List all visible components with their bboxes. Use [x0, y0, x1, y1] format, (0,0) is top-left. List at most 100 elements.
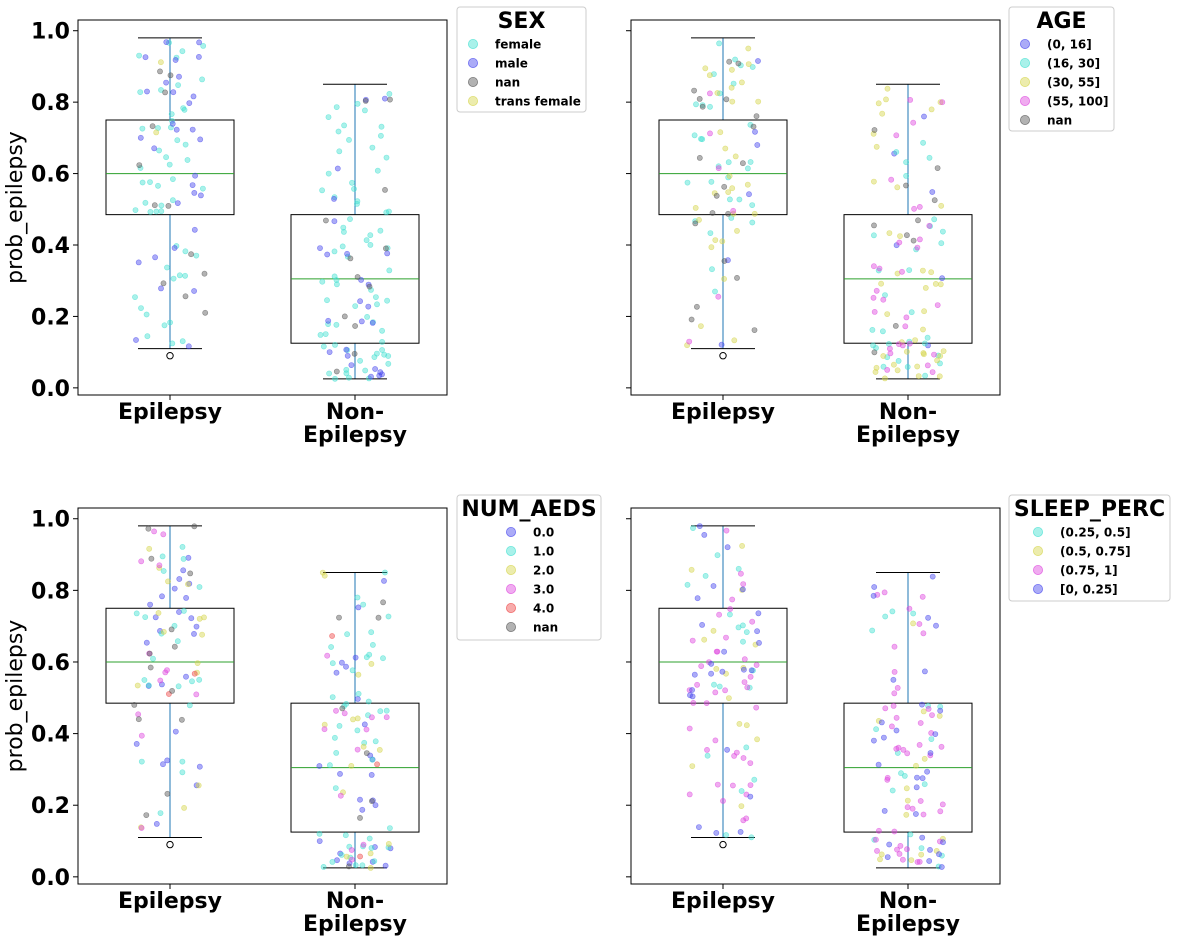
data-point: [195, 782, 202, 789]
data-point: [160, 280, 167, 287]
data-point: [890, 676, 897, 683]
data-point: [745, 165, 751, 172]
data-point: [749, 219, 756, 226]
data-point: [382, 245, 389, 252]
data-point: [741, 666, 747, 673]
data-point: [902, 323, 909, 330]
data-point: [368, 286, 374, 293]
data-point: [887, 350, 894, 357]
data-point: [734, 274, 740, 281]
box-iqr: [105, 119, 235, 216]
data-point: [175, 82, 181, 88]
data-point: [365, 698, 372, 705]
data-point: [881, 589, 888, 596]
data-point: [904, 348, 910, 355]
data-point: [180, 608, 187, 614]
data-point: [869, 326, 876, 333]
data-point: [352, 654, 359, 661]
data-point: [319, 278, 326, 285]
data-point: [730, 782, 736, 789]
data-point: [382, 186, 388, 193]
data-point: [156, 147, 162, 154]
data-point: [325, 170, 332, 177]
data-point: [917, 236, 923, 243]
data-point: [374, 301, 380, 308]
data-point: [131, 702, 138, 708]
data-point: [927, 847, 933, 853]
data-point: [934, 357, 940, 364]
data-point: [726, 58, 733, 65]
legend-marker: [467, 96, 478, 107]
data-point: [363, 726, 370, 733]
data-point: [367, 850, 374, 857]
data-point: [715, 293, 722, 300]
data-point: [703, 700, 710, 706]
data-point: [381, 578, 387, 584]
data-point: [153, 129, 160, 136]
data-point: [371, 844, 378, 850]
data-point: [739, 79, 745, 86]
legend-marker: [1020, 58, 1031, 69]
legend-marker: [505, 603, 516, 614]
data-point: [332, 341, 338, 348]
data-point: [169, 120, 176, 127]
data-point: [904, 232, 910, 239]
data-point: [333, 321, 340, 328]
data-point: [161, 322, 168, 329]
data-point: [906, 338, 913, 345]
data-point: [708, 660, 715, 667]
data-point: [926, 222, 933, 229]
data-point: [723, 832, 729, 838]
data-point: [720, 798, 726, 804]
data-point: [927, 750, 934, 756]
data-point: [725, 159, 732, 166]
data-point: [193, 252, 200, 259]
data-point: [698, 135, 704, 142]
data-point: [151, 145, 158, 152]
data-point: [726, 695, 732, 701]
data-point: [725, 189, 732, 195]
legend-entry-label: 1.0: [533, 545, 554, 559]
data-point: [740, 586, 746, 593]
data-point: [919, 775, 926, 782]
data-point: [193, 782, 200, 789]
data-point: [179, 758, 186, 765]
data-point: [713, 192, 720, 199]
data-point: [716, 683, 723, 690]
data-point: [171, 585, 178, 592]
data-point: [326, 762, 333, 769]
data-point: [336, 148, 343, 155]
data-point: [936, 851, 942, 858]
data-point: [871, 308, 878, 315]
data-point: [919, 701, 925, 708]
data-point: [707, 90, 713, 97]
data-point: [316, 838, 323, 844]
data-point: [929, 712, 935, 718]
y-tick-label: 0.6: [31, 163, 70, 188]
data-point: [934, 165, 941, 171]
legend-marker: [505, 584, 516, 595]
data-point: [155, 610, 162, 616]
data-point: [367, 865, 374, 871]
data-point: [354, 746, 361, 753]
data-point: [696, 824, 702, 830]
data-point: [150, 655, 156, 662]
data-point: [932, 731, 939, 737]
data-point: [931, 197, 938, 204]
legend-marker: [505, 546, 516, 557]
data-point: [372, 738, 379, 745]
legend-entry-label: (0.25, 0.5]: [1060, 526, 1131, 540]
data-point: [740, 817, 747, 824]
data-point: [880, 363, 887, 370]
data-point: [714, 648, 721, 655]
data-point: [173, 126, 180, 133]
data-point: [331, 218, 338, 225]
data-point: [919, 834, 926, 841]
data-point: [747, 782, 754, 788]
data-point: [891, 690, 898, 697]
x-tick-label: Epilepsy: [118, 400, 222, 425]
data-point: [922, 340, 928, 347]
data-point: [880, 353, 887, 359]
data-point: [940, 839, 946, 846]
y-tick-label: 1.0: [31, 20, 70, 45]
